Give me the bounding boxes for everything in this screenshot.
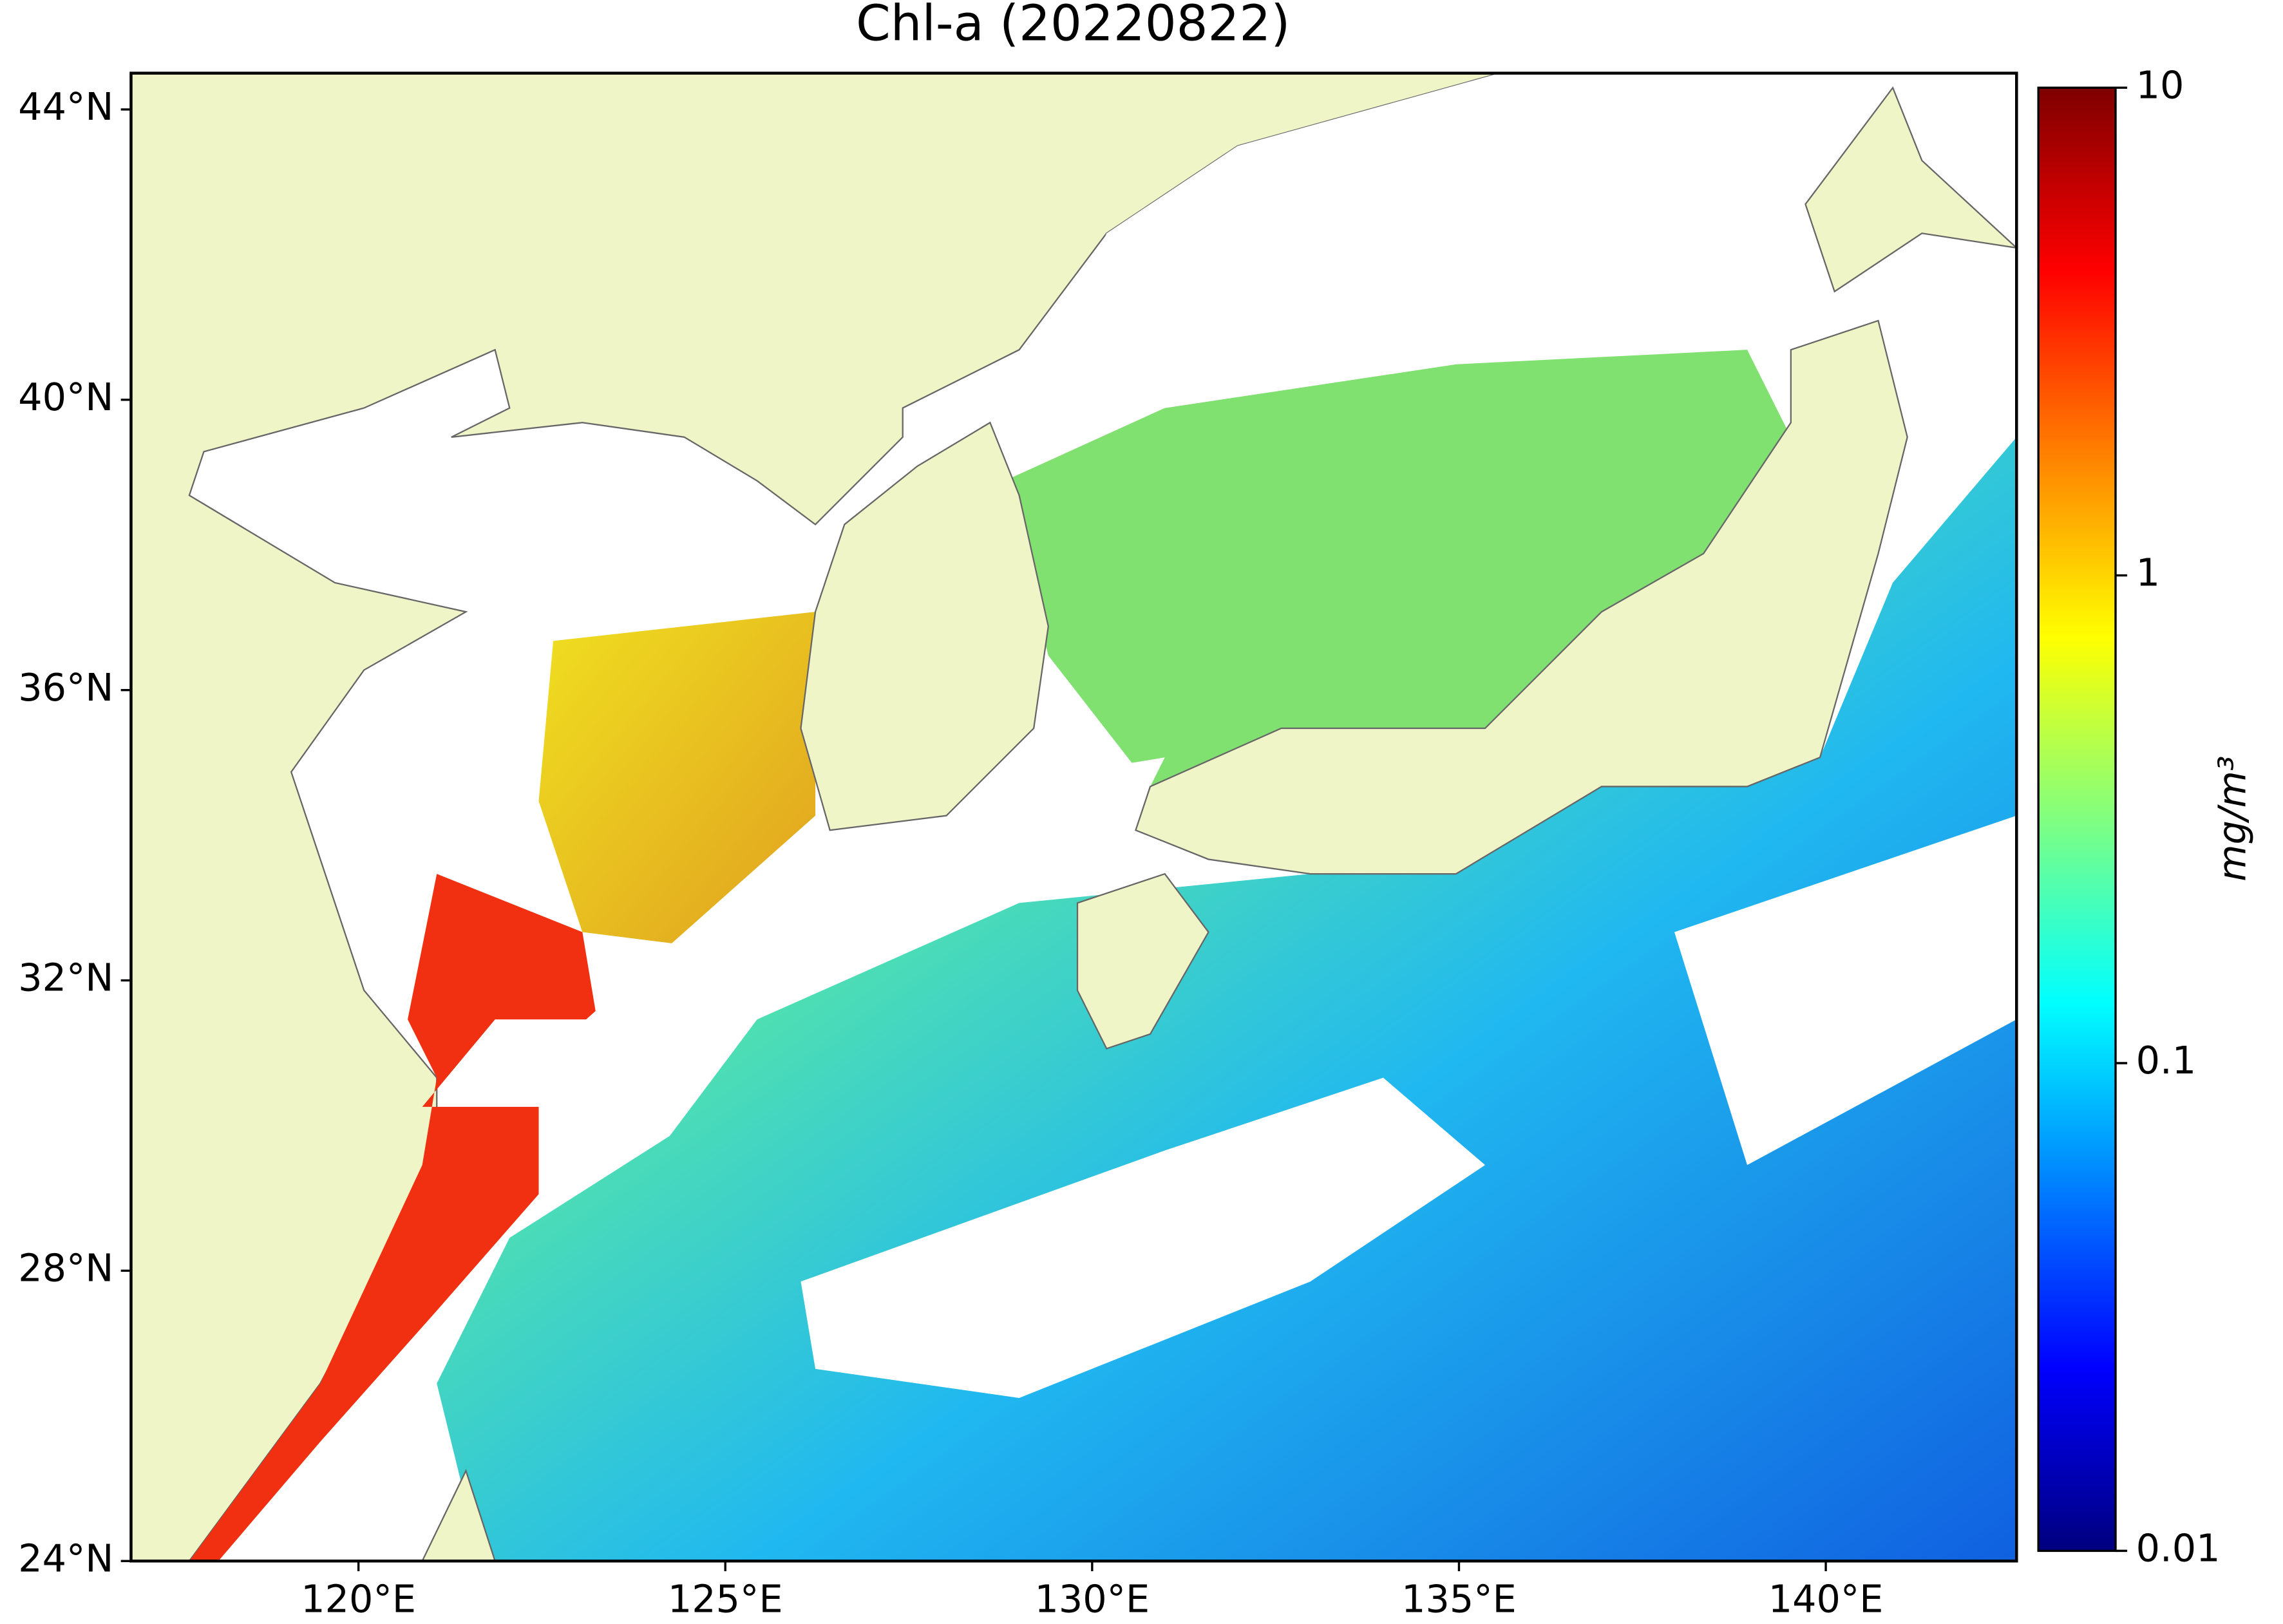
y-tick-label: 36°N — [18, 665, 113, 710]
y-tick-label: 32°N — [18, 956, 113, 1000]
kyushu — [1076, 873, 1209, 1050]
cloud — [800, 1077, 1486, 1398]
x-tick-label: 125°E — [668, 1577, 783, 1621]
east-china-sea — [538, 612, 816, 947]
cloud — [1019, 73, 2017, 437]
colorbar-tick-label: 1 — [2136, 551, 2160, 595]
x-tick-label: 140°E — [1768, 1577, 1884, 1621]
y-tick-label: 28°N — [18, 1245, 113, 1290]
honshu — [1135, 319, 1908, 875]
sea-of-japan — [1004, 350, 1791, 787]
korea — [800, 421, 1049, 831]
y-tick-label: 44°N — [18, 84, 113, 129]
colorbar — [2037, 86, 2117, 1553]
y-tick-label: 40°N — [18, 375, 113, 419]
colorbar-tick-label: 0.01 — [2136, 1525, 2221, 1570]
coastal-bloom — [189, 874, 597, 1562]
x-tick-label: 135°E — [1401, 1577, 1517, 1621]
map — [131, 73, 2017, 1562]
y-tick-label: 24°N — [18, 1536, 113, 1580]
colorbar-tick-label: 10 — [2136, 62, 2184, 107]
chart-title: Chl-a (20220822) — [856, 0, 1290, 52]
plot-frame — [129, 71, 2018, 1563]
taiwan — [421, 1469, 496, 1562]
cloud — [553, 757, 1165, 1166]
cloud — [1674, 815, 2017, 1166]
x-tick-label: 130°E — [1035, 1577, 1150, 1621]
colorbar-tick-label: 0.1 — [2136, 1038, 2196, 1082]
x-tick-label: 120°E — [301, 1577, 416, 1621]
hokkaido — [1805, 86, 2017, 293]
colorbar-label: mg/m³ — [2210, 756, 2255, 882]
